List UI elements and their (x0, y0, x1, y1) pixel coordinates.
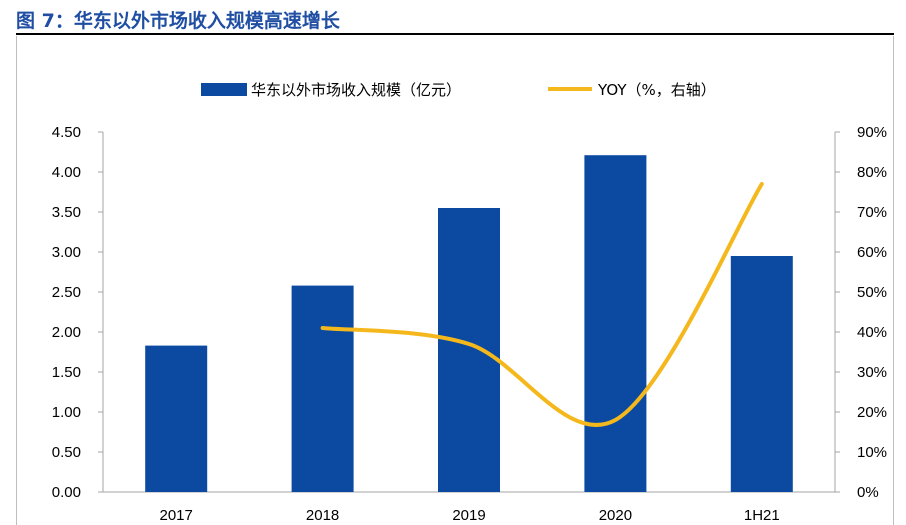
right-tick-label: 50% (857, 284, 887, 301)
left-tick-label: 4.00 (52, 164, 81, 181)
bar (438, 208, 500, 492)
left-tick-label: 2.00 (52, 324, 81, 341)
right-tick-label: 10% (857, 444, 887, 461)
x-tick-label: 2017 (160, 507, 193, 524)
x-tick-label: 2019 (452, 507, 485, 524)
legend-line-label: YOY（%，右轴） (597, 81, 716, 99)
bar (730, 256, 793, 492)
yoy-line-series (320, 182, 764, 428)
bar (584, 155, 647, 492)
x-tick-label: 1H21 (744, 507, 780, 524)
left-tick-label: 3.50 (52, 204, 81, 221)
legend: 华东以外市场收入规模（亿元） YOY（%，右轴） (201, 81, 716, 99)
figure-title: 图 7：华东以外市场收入规模高速增长 (16, 10, 340, 32)
axes: 0.00 0.50 1.00 1.50 2.00 2.50 3.00 3.50 4.00 4.50… (52, 124, 887, 524)
right-tick-label: 90% (857, 124, 887, 141)
x-tick-label: 2018 (306, 507, 339, 524)
x-tick-label: 2020 (599, 507, 632, 524)
left-tick-label: 1.00 (52, 404, 81, 421)
left-tick-label: 2.50 (52, 284, 81, 301)
right-tick-label: 20% (857, 404, 887, 421)
right-tick-label: 80% (857, 164, 887, 181)
right-tick-label: 30% (857, 364, 887, 381)
left-tick-label: 0.50 (52, 444, 81, 461)
left-tick-label: 4.50 (52, 124, 81, 141)
bar (291, 285, 354, 492)
bar (145, 345, 208, 492)
right-tick-label: 70% (857, 204, 887, 221)
legend-bar-swatch (201, 83, 247, 96)
left-tick-label: 1.50 (52, 364, 81, 381)
yoy-line (320, 182, 764, 428)
left-tick-label: 0.00 (52, 484, 81, 501)
right-tick-label: 0% (857, 484, 879, 501)
left-tick-label: 3.00 (52, 244, 81, 261)
title-rule (16, 33, 894, 35)
legend-bar-label: 华东以外市场收入规模（亿元） (251, 81, 461, 99)
right-tick-label: 40% (857, 324, 887, 341)
figure-frame (16, 36, 894, 525)
right-tick-label: 60% (857, 244, 887, 261)
bar-series (145, 155, 793, 492)
